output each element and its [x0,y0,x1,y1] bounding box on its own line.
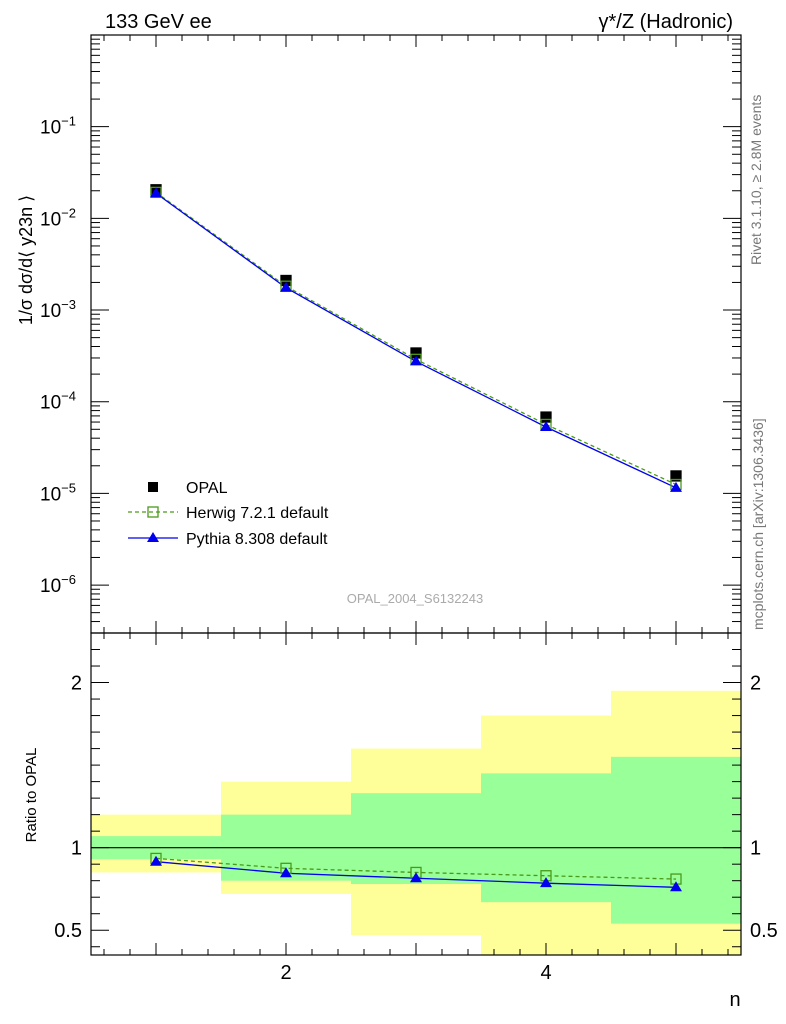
x-tick-label-4: 4 [540,962,551,984]
y-tick-label-1e-4: 10−4 [40,389,76,414]
ratio-y-tick-label-left-1: 1 [71,838,82,860]
ratio-y-tick-label-left-0.5: 0.5 [54,920,82,942]
pythia-point-4 [540,420,552,431]
ratio-bands [91,690,741,955]
pythia-point-5 [670,481,682,492]
y-tick-label-1e-1: 10−1 [40,114,76,139]
y-tick-label-1e-6: 10−6 [40,572,76,597]
band-inner-5 [611,756,741,924]
main-plot-marks [150,184,682,492]
ratio-y-tick-label-right-0.5: 0.5 [750,920,778,942]
ratio-pythia-point-1 [150,855,162,866]
pythia-point-2 [280,281,292,292]
ratio-y-tick-label-right-2: 2 [750,673,761,695]
energy-label: 133 GeV ee [105,11,212,33]
opal-point-5 [670,470,682,482]
pythia-line [155,192,677,489]
process-label: γ*/Z (Hadronic) [599,11,733,33]
ratio-pythia-point-4 [540,877,552,888]
ratio-plot-marks [91,847,741,892]
main-ylabel: 1/σ dσ/d⟨ y23n ⟩ [16,195,36,325]
legend-marker-opal [148,482,158,492]
ratio-pythia-point-3 [410,872,422,883]
opal-point-4 [540,411,552,423]
legend: OPAL Herwig 7.2.1 default Pythia 8.308 d… [128,480,329,548]
legend-marker-pythia [147,532,159,542]
axis-ticks: 2 4 10−1 10−2 10−3 10−4 10−5 10−6 0.5 0.5 1 1 2 2 [40,34,778,984]
band-inner-3 [351,793,481,884]
rivet-label: Rivet 3.1.10, ≥ 2.8M events [748,95,764,265]
legend-marker-herwig [147,506,159,518]
ratio-pythia-point-5 [670,881,682,892]
herwig-line [155,191,677,486]
y-tick-label-1e-5: 10−5 [40,480,76,505]
x-tick-label-2: 2 [280,962,291,984]
ratio-xlabel: n [729,989,740,1011]
legend-label-opal: OPAL [186,480,228,497]
ratio-pythia-point-2 [280,867,292,878]
y-tick-label-1e-2: 10−2 [40,205,76,230]
pythia-point-3 [410,355,422,366]
mcplots-label: mcplots.cern.ch [arXiv:1306.3436] [750,418,766,630]
ratio-ylabel: Ratio to OPAL [23,748,40,843]
legend-label-herwig: Herwig 7.2.1 default [186,505,329,522]
pythia-point-1 [150,187,162,198]
ratio-y-tick-label-right-1: 1 [750,838,761,860]
legend-label-pythia: Pythia 8.308 default [186,531,328,548]
watermark-label: OPAL_2004_S6132243 [347,591,483,606]
y-tick-label-1e-3: 10−3 [40,297,76,322]
ratio-y-tick-label-left-2: 2 [71,673,82,695]
